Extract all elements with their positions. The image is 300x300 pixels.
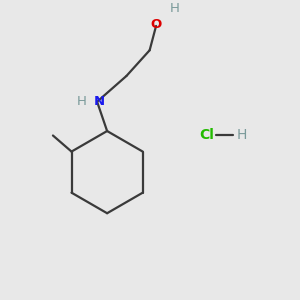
Text: Cl: Cl	[200, 128, 214, 142]
Text: H: H	[170, 2, 180, 15]
Text: H: H	[237, 128, 247, 142]
Text: O: O	[151, 18, 162, 31]
Text: N: N	[93, 95, 104, 108]
Text: H: H	[77, 95, 87, 108]
